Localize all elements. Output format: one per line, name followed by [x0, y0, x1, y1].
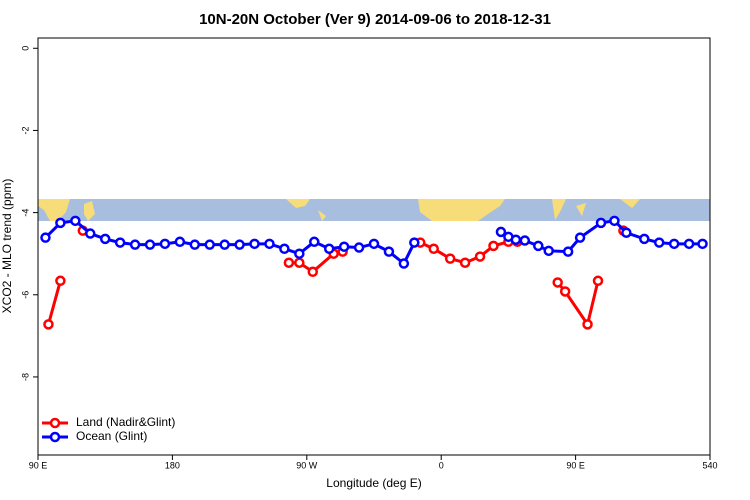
y-tick-label: -2	[20, 126, 30, 134]
point	[204, 239, 215, 250]
point	[533, 240, 544, 252]
point	[144, 239, 156, 250]
point	[582, 319, 593, 330]
y-tick-label: -8	[20, 373, 30, 381]
point	[283, 257, 295, 268]
x-tick-label: 0	[439, 460, 444, 470]
legend-label: Ocean (Glint)	[76, 429, 147, 443]
point	[459, 257, 471, 268]
point	[309, 236, 320, 248]
point	[495, 226, 507, 238]
point	[294, 248, 305, 259]
chart-title: 10N-20N October (Ver 9) 2014-09-06 to 20…	[199, 11, 551, 28]
point	[428, 243, 439, 255]
x-tick-label: 180	[165, 460, 180, 470]
point	[264, 238, 275, 250]
point	[338, 241, 350, 252]
x-tick-label: 90 E	[566, 460, 585, 470]
point	[368, 238, 380, 250]
point	[43, 319, 54, 330]
point	[398, 258, 410, 269]
point	[609, 215, 620, 227]
legend-label: Land (Nadir&Glint)	[76, 415, 175, 429]
point	[519, 235, 531, 246]
legend-marker	[49, 431, 61, 443]
point	[474, 251, 486, 262]
x-axis-label: Longitude (deg E)	[326, 476, 421, 490]
point	[85, 228, 96, 239]
y-axis-label: XCO2 - MLO trend (ppm)	[0, 179, 14, 314]
point	[353, 242, 365, 253]
point	[683, 238, 695, 250]
point	[174, 236, 186, 248]
y-tick-label: 0	[20, 46, 30, 51]
point	[307, 266, 319, 278]
point	[543, 245, 554, 257]
point	[323, 243, 335, 255]
point	[249, 238, 260, 250]
x-tick-label: 540	[702, 460, 717, 470]
point	[55, 275, 66, 287]
plot-frame	[37, 37, 711, 456]
point	[510, 234, 522, 245]
point	[279, 243, 290, 255]
y-tick-label: -4	[20, 209, 30, 217]
point	[114, 237, 126, 248]
x-tick-label: 90 E	[29, 460, 48, 470]
point	[409, 237, 420, 248]
point	[99, 233, 111, 245]
point	[574, 232, 586, 243]
point	[70, 215, 81, 227]
point	[559, 286, 571, 297]
point	[595, 217, 607, 229]
point	[697, 238, 708, 250]
point	[653, 237, 665, 248]
point	[668, 238, 680, 250]
point	[189, 239, 201, 250]
point	[234, 239, 245, 250]
point	[639, 233, 650, 245]
y-tick-label: -6	[20, 291, 30, 299]
point	[55, 217, 66, 229]
point	[552, 277, 563, 288]
point	[592, 275, 604, 287]
point	[159, 238, 171, 250]
x-tick-label: 90 W	[296, 460, 318, 470]
point	[40, 232, 51, 243]
map-strip	[38, 199, 710, 221]
point	[444, 253, 456, 264]
point	[562, 246, 574, 257]
point	[219, 239, 230, 250]
point	[129, 239, 141, 250]
legend-marker	[49, 417, 61, 429]
point	[294, 257, 305, 268]
point	[383, 246, 395, 257]
point	[488, 240, 499, 252]
point	[621, 227, 632, 238]
